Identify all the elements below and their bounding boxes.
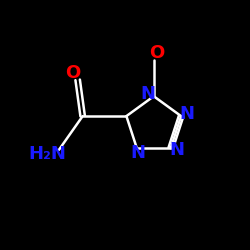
Text: N: N xyxy=(140,85,155,103)
Text: O: O xyxy=(148,44,164,62)
Text: N: N xyxy=(180,105,195,123)
Text: H₂N: H₂N xyxy=(29,145,66,163)
Text: N: N xyxy=(170,141,184,159)
Text: N: N xyxy=(130,144,146,162)
Text: O: O xyxy=(65,64,80,82)
